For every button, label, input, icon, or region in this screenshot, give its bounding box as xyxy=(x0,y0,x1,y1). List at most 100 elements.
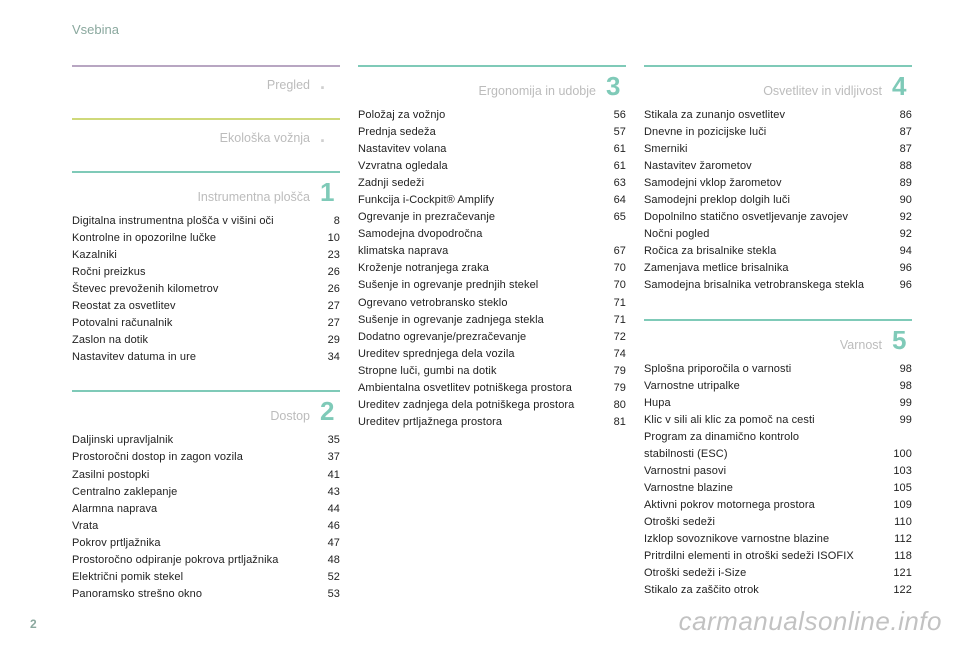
toc-row: Varnostne utripalke98 xyxy=(644,378,912,395)
toc-row: Dopolnilno statično osvetljevanje zavoje… xyxy=(644,209,912,226)
toc-label: Samodejni vklop žarometov xyxy=(644,175,884,192)
toc-page: 110 xyxy=(884,514,912,531)
toc-label: Prednja sedeža xyxy=(358,124,598,141)
toc-label: Ogrevanje in prezračevanje xyxy=(358,209,598,226)
toc-row: Kazalniki23 xyxy=(72,247,340,264)
toc-page: 53 xyxy=(312,586,340,603)
toc-page: 112 xyxy=(884,531,912,548)
toc-row: Samodejna brisalnika vetrobranskega stek… xyxy=(644,277,912,294)
toc-row: Zadnji sedeži63 xyxy=(358,175,626,192)
toc-label: Funkcija i-Cockpit® Amplify xyxy=(358,192,598,209)
toc-label: Prostoročni dostop in zagon vozila xyxy=(72,449,312,466)
toc-label: Smerniki xyxy=(644,141,884,158)
toc-label: Hupa xyxy=(644,395,884,412)
toc-page: 79 xyxy=(598,380,626,397)
toc-page: 44 xyxy=(312,501,340,518)
toc-row: Števec prevoženih kilometrov26 xyxy=(72,281,340,298)
section-title: Dostop xyxy=(72,409,310,423)
toc-label: Ogrevano vetrobransko steklo xyxy=(358,295,598,312)
toc-page: 99 xyxy=(884,395,912,412)
toc-label: Nastavitev volana xyxy=(358,141,598,158)
toc-row: Izklop sovoznikove varnostne blazine112 xyxy=(644,531,912,548)
toc-row: Ambientalna osvetlitev potniškega prosto… xyxy=(358,380,626,397)
toc-row: Dodatno ogrevanje/prezračevanje72 xyxy=(358,329,626,346)
toc-page: 118 xyxy=(884,548,912,565)
column-2: Ergonomija in udobje3Položaj za vožnjo56… xyxy=(358,63,626,625)
section-number: 3 xyxy=(606,73,626,99)
toc-label: klimatska naprava xyxy=(358,243,598,260)
toc-row: Varnostni pasovi103 xyxy=(644,463,912,480)
toc-page: 27 xyxy=(312,315,340,332)
toc-label: Centralno zaklepanje xyxy=(72,484,312,501)
toc-page: 48 xyxy=(312,552,340,569)
toc-page: 89 xyxy=(884,175,912,192)
toc-row: Sušenje in ogrevanje prednjih stekel70 xyxy=(358,277,626,294)
toc-page: 100 xyxy=(884,446,912,463)
toc-row: Prostoročni dostop in zagon vozila37 xyxy=(72,449,340,466)
toc-page: 61 xyxy=(598,158,626,175)
section-rule xyxy=(72,171,340,173)
columns: Pregled.Ekološka vožnja.Instrumentna plo… xyxy=(72,63,912,625)
toc-label: Dodatno ogrevanje/prezračevanje xyxy=(358,329,598,346)
toc-label: Zamenjava metlice brisalnika xyxy=(644,260,884,277)
toc-label: Kontrolne in opozorilne lučke xyxy=(72,230,312,247)
page-header: Vsebina xyxy=(72,22,912,37)
section-marker: . xyxy=(320,126,340,147)
section-rule xyxy=(72,390,340,392)
toc-page: 79 xyxy=(598,363,626,380)
toc-label: Klic v sili ali klic za pomoč na cesti xyxy=(644,412,884,429)
toc-label: Zadnji sedeži xyxy=(358,175,598,192)
toc-row: Daljinski upravljalnik35 xyxy=(72,432,340,449)
toc-row: Kontrolne in opozorilne lučke10 xyxy=(72,230,340,247)
toc-row: Otroški sedeži i-Size121 xyxy=(644,565,912,582)
toc-row: Aktivni pokrov motornega prostora109 xyxy=(644,497,912,514)
toc-page: 65 xyxy=(598,209,626,226)
toc-row: Smerniki87 xyxy=(644,141,912,158)
toc-row: Reostat za osvetlitev27 xyxy=(72,298,340,315)
toc-label: Varnostne blazine xyxy=(644,480,884,497)
toc-row: Vzvratna ogledala61 xyxy=(358,158,626,175)
toc-section: Osvetlitev in vidljivost4Stikala za zuna… xyxy=(644,63,912,295)
toc-label: Ureditev sprednjega dela vozila xyxy=(358,346,598,363)
toc-label: Ročni preizkus xyxy=(72,264,312,281)
toc-page: 52 xyxy=(312,569,340,586)
toc-label: Prostoročno odpiranje pokrova prtljažnik… xyxy=(72,552,312,569)
toc-label: Sušenje in ogrevanje zadnjega stekla xyxy=(358,312,598,329)
toc-label: Digitalna instrumentna plošča v višini o… xyxy=(72,213,312,230)
toc-label: Električni pomik stekel xyxy=(72,569,312,586)
toc-label: Ročica za brisalnike stekla xyxy=(644,243,884,260)
toc-label: Aktivni pokrov motornega prostora xyxy=(644,497,884,514)
toc-page: 70 xyxy=(598,277,626,294)
toc-page: 92 xyxy=(884,226,912,243)
toc-row: Samodejni preklop dolgih luči90 xyxy=(644,192,912,209)
toc-row: Ogrevanje in prezračevanje65 xyxy=(358,209,626,226)
toc-label: Pritrdilni elementi in otroški sedeži IS… xyxy=(644,548,884,565)
section-title: Instrumentna plošča xyxy=(72,190,310,204)
toc-row: Ureditev zadnjega dela potniškega prosto… xyxy=(358,397,626,414)
toc-row: Hupa99 xyxy=(644,395,912,412)
toc-page: 80 xyxy=(598,397,626,414)
toc-page: 92 xyxy=(884,209,912,226)
toc-page: 103 xyxy=(884,463,912,480)
section-rule xyxy=(72,65,340,67)
toc-row: Ročni preizkus26 xyxy=(72,264,340,281)
toc-page: 90 xyxy=(884,192,912,209)
page-number: 2 xyxy=(30,617,37,631)
toc-row: Ogrevano vetrobransko steklo71 xyxy=(358,295,626,312)
toc-page: 99 xyxy=(884,412,912,429)
toc-page: 41 xyxy=(312,467,340,484)
toc-page: 23 xyxy=(312,247,340,264)
toc-label: Stikalo za zaščito otrok xyxy=(644,582,884,599)
toc-label: Dopolnilno statično osvetljevanje zavoje… xyxy=(644,209,884,226)
toc-label: Izklop sovoznikove varnostne blazine xyxy=(644,531,884,548)
toc-row: Ureditev sprednjega dela vozila74 xyxy=(358,346,626,363)
toc-page: 43 xyxy=(312,484,340,501)
toc-page: 121 xyxy=(884,565,912,582)
toc-label: Vzvratna ogledala xyxy=(358,158,598,175)
toc-row: Nastavitev volana61 xyxy=(358,141,626,158)
toc-page: 87 xyxy=(884,124,912,141)
toc-label: Ureditev prtljažnega prostora xyxy=(358,414,598,431)
toc-page: 88 xyxy=(884,158,912,175)
toc-page: 105 xyxy=(884,480,912,497)
toc-label: Sušenje in ogrevanje prednjih stekel xyxy=(358,277,598,294)
